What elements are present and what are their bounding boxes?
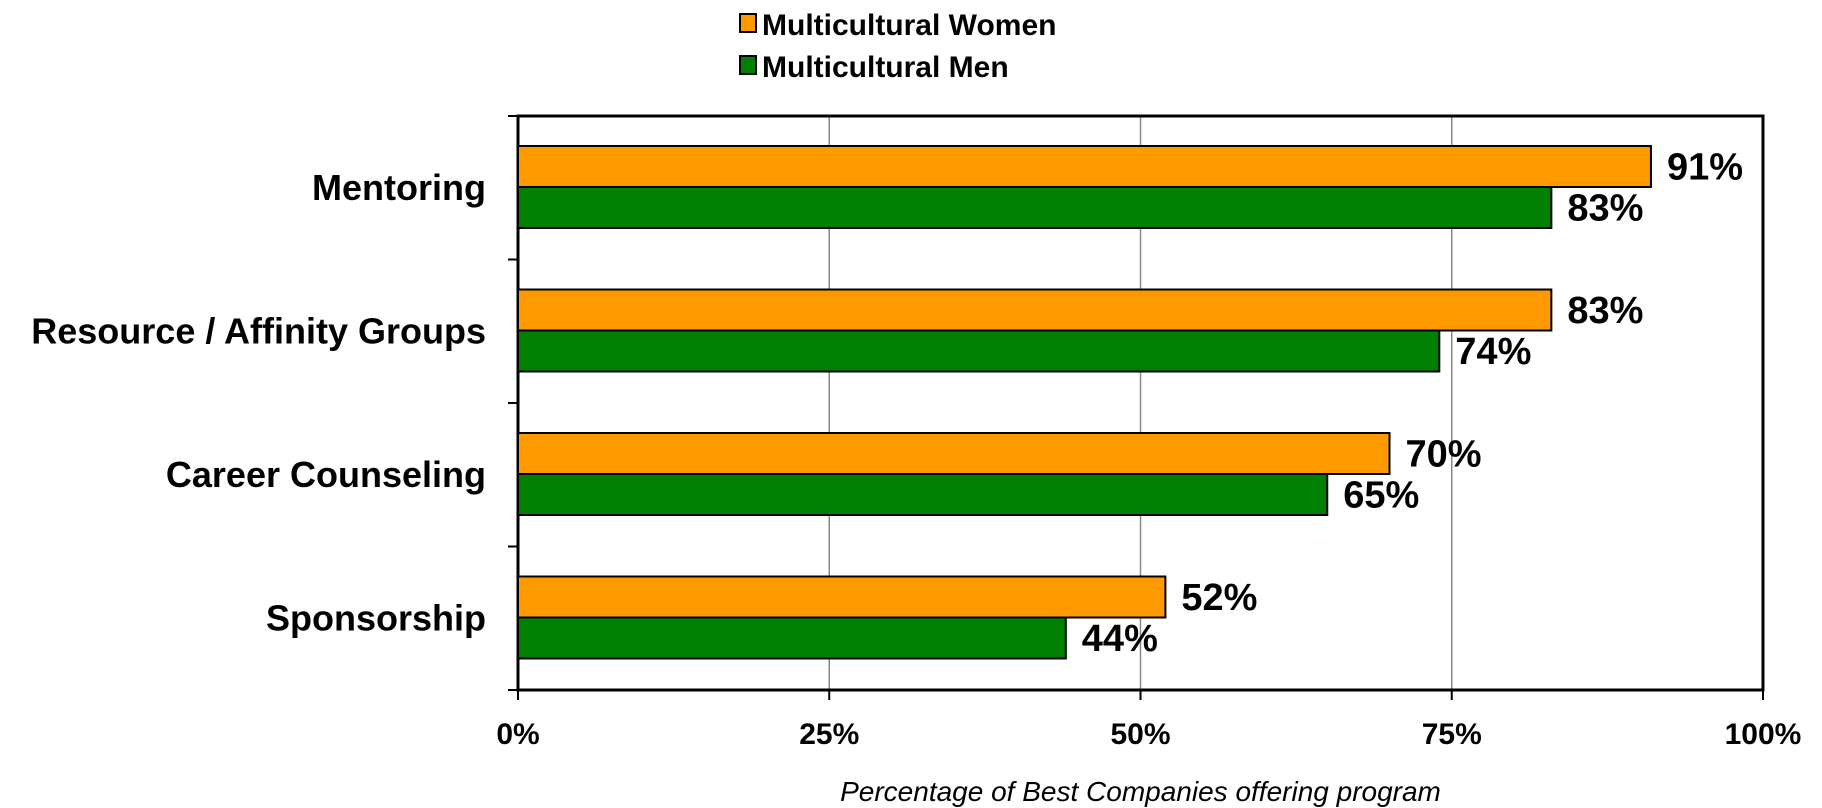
bar-men-1 <box>517 329 1441 373</box>
bar-women-2 <box>517 432 1391 475</box>
data-label-men-1: 74% <box>1455 331 1531 373</box>
data-labels: 91% 83% 83% 74% 70%65% 52% 44% <box>1082 147 1743 661</box>
data-label-women-1: 83% <box>1567 290 1643 332</box>
bar-men-2 <box>517 473 1329 516</box>
legend-label-men: Multicultural Men <box>762 51 1009 84</box>
category-label-2: Career Counseling <box>166 454 486 495</box>
legend: Multicultural Women Multicultural Men <box>739 9 1056 84</box>
bar-women-3 <box>517 575 1167 619</box>
bars <box>517 145 1652 660</box>
x-tick-label-3: 75% <box>1422 718 1482 751</box>
category-label-3: Sponsorship <box>266 598 486 639</box>
bar-men-0 <box>517 186 1553 229</box>
x-tick-label-1: 25% <box>799 718 859 751</box>
bar-women-1 <box>517 288 1553 332</box>
bar-women-0 <box>517 145 1652 188</box>
data-label-women-2: 70% <box>1406 434 1482 476</box>
axis-ticks <box>508 115 1764 700</box>
x-tick-label-0: 0% <box>496 718 539 751</box>
x-tick-label-4: 100% <box>1725 718 1802 751</box>
data-label-women-0: 91% <box>1667 147 1743 189</box>
bar-men-3 <box>517 616 1067 660</box>
data-label-men-3: 44% <box>1082 618 1158 660</box>
data-label-men-2: 65% <box>1343 475 1419 517</box>
legend-swatch-women <box>739 13 757 33</box>
category-label-0: Mentoring <box>312 167 486 208</box>
category-label-1: Resource / Affinity Groups <box>31 311 486 352</box>
data-label-men-0: 83% <box>1567 188 1643 230</box>
legend-label-women: Multicultural Women <box>762 9 1056 42</box>
x-tick-label-2: 50% <box>1110 718 1170 751</box>
x-axis-title: Percentage of Best Companies offering pr… <box>840 776 1441 807</box>
data-label-women-3: 52% <box>1181 577 1257 619</box>
x-tick-labels: 0% 25% 50% 75% 100% <box>496 718 1801 751</box>
legend-swatch-men <box>739 55 757 75</box>
category-labels: Mentoring Resource / Affinity Groups Caree… <box>31 167 486 639</box>
